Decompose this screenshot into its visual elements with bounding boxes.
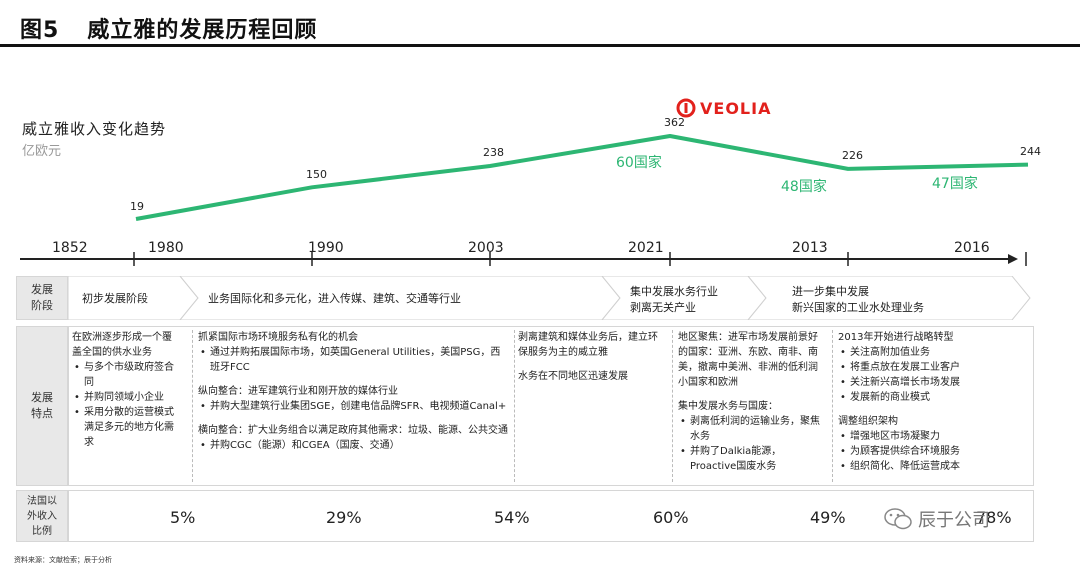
foreign-pct-1980: 5% xyxy=(170,508,196,527)
features-row-header: 发展 特点 xyxy=(16,326,68,486)
column-divider xyxy=(832,330,833,482)
figure-title: 威立雅的发展历程回顾 xyxy=(87,18,318,43)
stage-chevrons xyxy=(68,276,1031,320)
timeline-year-1852: 1852 xyxy=(52,240,88,256)
timeline-year-2021: 2021 xyxy=(628,240,664,256)
features-col-1980: 在欧洲逐步形成一个覆盖全国的供水业务 与多个市级政府签合同 并购同领域小企业 采… xyxy=(72,330,180,450)
features-col-2013: 2013年开始进行战略转型 关注高附加值业务 将重点放在发展工业客户 关注新兴高… xyxy=(838,330,1030,474)
timeline-year-1980: 1980 xyxy=(148,240,184,256)
stage-chevron-2 xyxy=(179,276,621,320)
col5-bullet: 关注新兴高增长市场发展 xyxy=(838,375,1030,390)
revenue-chart xyxy=(135,134,1029,221)
features-col-1990: 抓紧国际市场环境服务私有化的机会 通过并购拓展国际市场，如英国General U… xyxy=(198,330,510,453)
col1-bullet: 采用分散的运营模式满足多元的地方化需求 xyxy=(72,405,180,450)
column-divider xyxy=(672,330,673,482)
col4-heading: 地区聚焦：进军市场发展前景好的国家：亚洲、东欧、南非、南美，撤离中美洲、非洲的低… xyxy=(678,332,818,388)
page-title: 图5 威立雅的发展历程回顾 xyxy=(20,12,317,44)
chart-subtitle: 威立雅收入变化趋势 xyxy=(22,120,167,138)
value-label-2021: 362 xyxy=(664,116,685,129)
features-col-2021: 地区聚焦：进军市场发展前景好的国家：亚洲、东欧、南非、南美，撤离中美洲、非洲的低… xyxy=(678,330,826,474)
col5-bullet: 关注高附加值业务 xyxy=(838,345,1030,360)
col5-bullet: 组织简化、降低运营成本 xyxy=(838,459,1030,474)
timeline-year-2016: 2016 xyxy=(954,240,990,256)
title-rule xyxy=(0,44,1080,47)
foreign-row-header: 法国以 外收入 比例 xyxy=(16,490,68,542)
wechat-icon xyxy=(884,508,912,530)
col5-bullet: 发展新的商业模式 xyxy=(838,390,1030,405)
veolia-mark-icon xyxy=(676,98,696,118)
col1-bullet: 并购同领域小企业 xyxy=(72,390,180,405)
revenue-line xyxy=(135,134,1029,221)
value-label-1980: 19 xyxy=(130,200,144,213)
value-label-2013: 226 xyxy=(842,149,863,162)
col4-bullet: 并购了Dalkia能源，Proactive国废水务 xyxy=(678,444,826,474)
timeline-year-2003: 2003 xyxy=(468,240,504,256)
features-col-2003: 剥离建筑和媒体业务后，建立环保服务为主的威立雅 水务在不同地区迅速发展 xyxy=(518,330,666,384)
source-note: 资料来源：文献检索；辰于分析 xyxy=(14,556,112,564)
foreign-pct-1990: 29% xyxy=(326,508,362,527)
stage-label-1: 初步发展阶段 xyxy=(82,292,148,305)
col5-bullet: 将重点放在发展工业客户 xyxy=(838,360,1030,375)
col3-text: 剥离建筑和媒体业务后，建立环保服务为主的威立雅 xyxy=(518,332,658,358)
features-panel xyxy=(68,326,1034,486)
col5-heading: 调整组织架构 xyxy=(838,416,898,427)
watermark-text: 辰于公司 xyxy=(918,510,990,531)
stage-chevron-4 xyxy=(747,276,1031,320)
country-count-label-2: 48国家 xyxy=(781,179,827,195)
col2-heading: 抓紧国际市场环境服务私有化的机会 xyxy=(198,332,358,343)
stage-label-4: 进一步集中发展 新兴国家的工业水处理业务 xyxy=(792,285,924,314)
col5-bullet: 增强地区市场凝聚力 xyxy=(838,429,1030,444)
col4-bullet: 剥离低利润的运输业务，聚焦水务 xyxy=(678,414,826,444)
column-divider xyxy=(514,330,515,482)
country-count-label-3: 47国家 xyxy=(932,176,978,192)
stage-label-2: 业务国际化和多元化，进入传媒、建筑、交通等行业 xyxy=(208,292,461,305)
timeline-year-1990: 1990 xyxy=(308,240,344,256)
col1-bullet: 与多个市级政府签合同 xyxy=(72,360,180,390)
foreign-pct-2021: 60% xyxy=(653,508,689,527)
stage-row-header: 发展 阶段 xyxy=(16,276,68,320)
figure-number: 图5 xyxy=(20,18,60,43)
value-label-1990: 150 xyxy=(306,168,327,181)
value-label-2016: 244 xyxy=(1020,145,1041,158)
col5-heading: 2013年开始进行战略转型 xyxy=(838,332,954,343)
chart-unit: 亿欧元 xyxy=(22,144,62,159)
timeline-year-2013: 2013 xyxy=(792,240,828,256)
veolia-logo: VEOLIA xyxy=(676,98,771,118)
foreign-pct-2016: 78% xyxy=(976,508,1012,527)
country-count-label-1: 60国家 xyxy=(616,155,662,171)
col2-heading: 纵向整合：进军建筑行业和刚开放的媒体行业 xyxy=(198,386,398,397)
col3-text: 水务在不同地区迅速发展 xyxy=(518,371,628,382)
foreign-pct-2013: 49% xyxy=(810,508,846,527)
timeline-axis xyxy=(20,252,1027,266)
foreign-pct-2003: 54% xyxy=(494,508,530,527)
watermark: 辰于公司 xyxy=(884,506,990,532)
col2-heading: 横向整合：扩大业务组合以满足政府其他需求：垃圾、能源、公共交通 xyxy=(198,425,508,436)
value-label-2003: 238 xyxy=(483,146,504,159)
col2-bullet: 通过并购拓展国际市场，如英国General Utilities，美国PSG，西班… xyxy=(198,345,510,375)
col1-intro: 在欧洲逐步形成一个覆盖全国的供水业务 xyxy=(72,332,172,358)
col2-bullet: 并购大型建筑行业集团SGE，创建电信品牌SFR、电视频道Canal+ xyxy=(198,399,510,414)
column-divider xyxy=(192,330,193,482)
veolia-logo-text: VEOLIA xyxy=(700,98,772,118)
col2-bullet: 并购CGC（能源）和CGEA（国废、交通） xyxy=(198,438,510,453)
col5-bullet: 为顾客提供综合环境服务 xyxy=(838,444,1030,459)
col4-heading: 集中发展水务与国废： xyxy=(678,401,778,412)
stage-label-3: 集中发展水务行业 剥离无关产业 xyxy=(630,285,718,314)
foreign-panel xyxy=(68,490,1034,542)
stage-chevron-3 xyxy=(601,276,767,320)
